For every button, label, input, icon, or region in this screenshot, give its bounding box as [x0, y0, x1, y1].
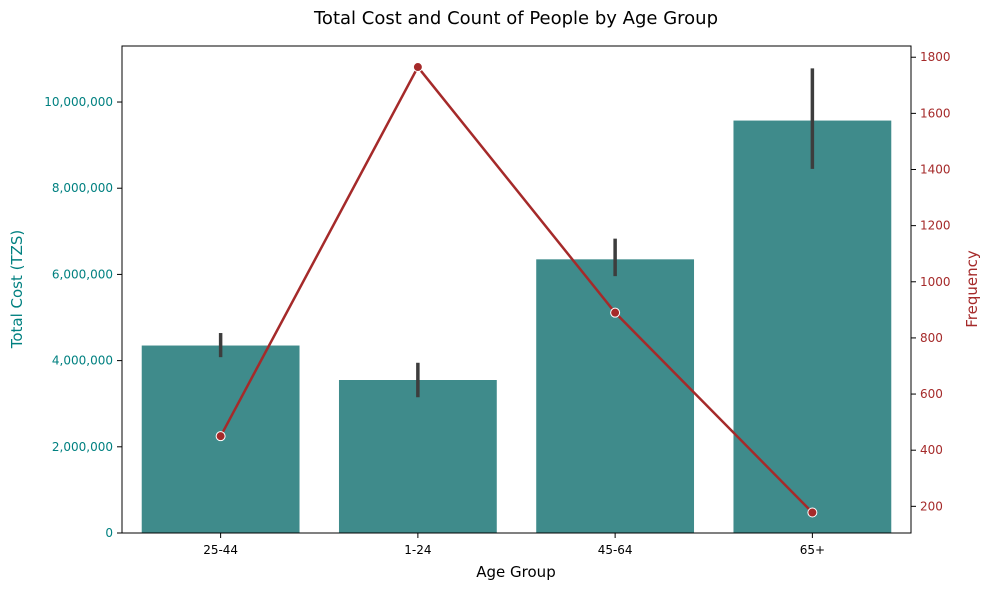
right-y-tick-label: 1800	[920, 50, 951, 64]
x-tick-label: 65+	[800, 543, 825, 557]
right-y-tick-label: 400	[920, 443, 943, 457]
x-tick-label: 45-64	[598, 543, 633, 557]
right-y-tick-label: 800	[920, 331, 943, 345]
bar-65+	[733, 120, 892, 533]
axes-layer: 25-44 1-24 45-64 65+ 0 2,000,000 4,000,000 6,00…	[44, 45, 951, 557]
line-layer	[215, 62, 818, 518]
left-y-axis-title: Total Cost (TZS)	[8, 230, 26, 350]
x-tick-label: 25-44	[203, 543, 238, 557]
right-y-tick-label: 1600	[920, 106, 951, 120]
frequency-point-45-64	[610, 307, 621, 318]
frequency-line	[219, 64, 814, 514]
plot-frame	[121, 45, 912, 534]
left-y-tick-label: 2,000,000	[52, 440, 113, 454]
left-y-tick-label: 0	[105, 526, 113, 540]
bars-layer	[141, 120, 892, 533]
frequency-point-1-24	[412, 62, 423, 73]
frequency-point-65+	[807, 507, 818, 518]
bar-1-24	[338, 380, 497, 533]
right-y-tick-label: 1000	[920, 275, 951, 289]
bar-45-64	[536, 259, 695, 533]
x-tick-label: 1-24	[404, 543, 431, 557]
x-axis-title: Age Group	[476, 563, 555, 581]
chart-title: Total Cost and Count of People by Age Gr…	[313, 8, 718, 29]
frequency-point-25-44	[215, 431, 226, 442]
right-y-tick-label: 1200	[920, 219, 951, 233]
error-bars-layer	[218, 68, 815, 398]
left-y-tick-label: 6,000,000	[52, 267, 113, 281]
left-y-tick-label: 8,000,000	[52, 181, 113, 195]
right-y-tick-label: 600	[920, 387, 943, 401]
right-y-tick-label: 1400	[920, 163, 951, 177]
right-y-axis-title: Frequency	[963, 250, 981, 328]
right-y-tick-label: 200	[920, 499, 943, 513]
left-y-tick-label: 4,000,000	[52, 354, 113, 368]
left-y-tick-label: 10,000,000	[44, 95, 113, 109]
